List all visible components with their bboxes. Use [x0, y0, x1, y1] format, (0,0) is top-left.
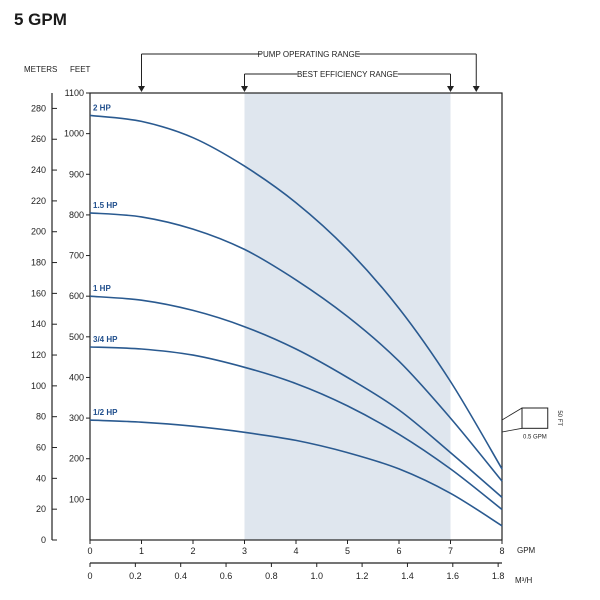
- m3h-tick-label: 0: [87, 571, 92, 581]
- series-line-3: [89, 346, 503, 511]
- gpm-tick-label: 1: [139, 546, 144, 556]
- meters-tick-label: 180: [31, 258, 46, 268]
- meters-tick-label: 280: [31, 103, 46, 113]
- scale-width-label: 0.5 GPM: [523, 434, 547, 440]
- meters-tick-label: 40: [36, 473, 46, 483]
- feet-tick-label: 1100: [65, 88, 84, 98]
- m3h-tick-label: 1.0: [310, 571, 323, 581]
- m3h-tick-label: 1.4: [401, 571, 414, 581]
- gpm-tick-label: 3: [242, 546, 247, 556]
- ticks-layer: 1002003004005006007008009001000110002040…: [31, 88, 505, 581]
- gpm-tick-label: 4: [293, 546, 298, 556]
- pump-operating-range-arrow-1: [472, 86, 480, 92]
- gpm-tick-label: 7: [448, 546, 453, 556]
- meters-tick-label: 0: [41, 535, 46, 545]
- pump-operating-range-label: PUMP OPERATING RANGE: [258, 50, 360, 59]
- feet-tick-label: 100: [69, 494, 84, 504]
- pump-operating-range-arrow-0: [138, 86, 145, 92]
- feet-tick-label: 1000: [64, 129, 84, 139]
- series-label-0: 2 HP: [93, 103, 111, 112]
- scale-connector-bottom: [501, 427, 523, 433]
- series-label-3: 3/4 HP: [93, 335, 118, 344]
- scale-box-layer: 0.5 GPM 50 FT: [501, 407, 562, 440]
- meters-tick-label: 140: [31, 319, 46, 329]
- m3h-tick-label: 1.2: [356, 571, 369, 581]
- feet-axis-label: FEET: [70, 65, 91, 74]
- series-label-2: 1 HP: [93, 284, 111, 293]
- m3h-tick-label: 1.8: [492, 571, 505, 581]
- scale-box: [521, 407, 549, 429]
- chart-title: 5 GPM: [14, 10, 67, 29]
- gpm-tick-label: 2: [190, 546, 195, 556]
- meters-tick-label: 60: [36, 443, 46, 453]
- feet-tick-label: 300: [69, 413, 84, 423]
- scale-connector-top: [501, 407, 523, 421]
- meters-tick-label: 80: [36, 412, 46, 422]
- feet-tick-label: 800: [69, 210, 84, 220]
- gpm-axis-label: GPM: [517, 546, 536, 555]
- meters-tick-label: 200: [31, 227, 46, 237]
- best-efficiency-range-arrow-1: [447, 86, 454, 92]
- curves-layer: 2 HP 1.5 HP 1 HP 3/4 HP 1/2 HP: [89, 103, 503, 527]
- m3h-tick-label: 0.6: [220, 571, 233, 581]
- feet-tick-label: 200: [69, 454, 84, 464]
- meters-tick-label: 260: [31, 134, 46, 144]
- meters-tick-label: 160: [31, 288, 46, 298]
- scale-height-label: 50 FT: [556, 410, 562, 426]
- best-efficiency-range-label: BEST EFFICIENCY RANGE: [297, 70, 398, 79]
- ranges-layer: PUMP OPERATING RANGE BEST EFFICIENCY RANG…: [138, 50, 480, 92]
- feet-tick-label: 900: [69, 169, 84, 179]
- meters-tick-label: 240: [31, 165, 46, 175]
- series-label-4: 1/2 HP: [93, 408, 118, 417]
- best-efficiency-range-arrow-0: [241, 86, 248, 92]
- series-line-1: [89, 212, 503, 482]
- gpm-tick-label: 5: [345, 546, 350, 556]
- feet-tick-label: 400: [69, 372, 84, 382]
- gpm-tick-label: 0: [87, 546, 92, 556]
- series-line-0: [89, 114, 503, 470]
- meters-tick-label: 100: [31, 381, 46, 391]
- series-line-4: [89, 419, 503, 527]
- m3h-tick-label: 0.4: [174, 571, 187, 581]
- meters-axis-label: METERS: [24, 65, 57, 74]
- meters-tick-label: 20: [36, 504, 46, 514]
- feet-tick-label: 700: [69, 251, 84, 261]
- meters-tick-label: 220: [31, 196, 46, 206]
- gpm-tick-label: 6: [396, 546, 401, 556]
- m3h-tick-label: 0.8: [265, 571, 278, 581]
- meters-tick-label: 120: [31, 350, 46, 360]
- feet-tick-label: 600: [69, 291, 84, 301]
- m3h-axis-label: M³/H: [515, 576, 533, 585]
- m3h-tick-label: 0.2: [129, 571, 142, 581]
- feet-tick-label: 500: [69, 332, 84, 342]
- m3h-tick-label: 1.6: [447, 571, 460, 581]
- gpm-tick-label: 8: [499, 546, 504, 556]
- series-label-1: 1.5 HP: [93, 201, 118, 210]
- series-line-2: [89, 295, 503, 498]
